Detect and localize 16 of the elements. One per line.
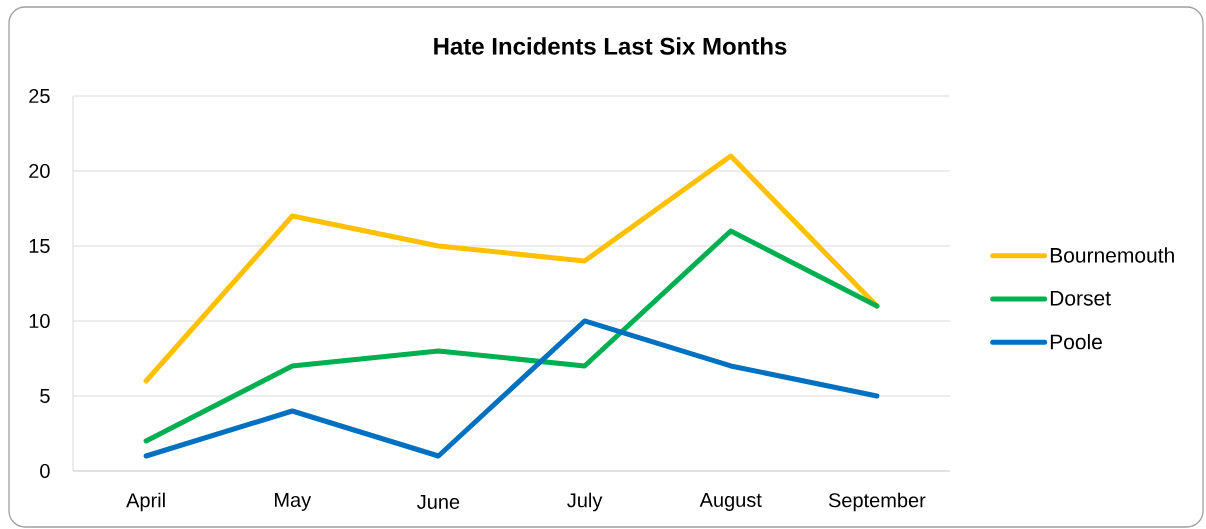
x-tick-label: May — [275, 493, 312, 511]
legend-label: Poole — [1050, 333, 1102, 350]
y-tick-label: 10 — [29, 313, 50, 329]
y-tick-label: 20 — [29, 163, 50, 179]
x-tick-label: August — [699, 493, 762, 511]
x-tick-label: April — [126, 492, 165, 512]
y-tick-label: 5 — [40, 389, 50, 403]
y-tick-label: 0 — [40, 463, 50, 479]
x-tick-label: July — [567, 492, 603, 512]
legend-label: Bournemouth — [1050, 247, 1174, 263]
chart-title: Hate Incidents Last Six Months — [434, 37, 787, 55]
x-tick-label: June — [417, 495, 460, 509]
x-tick-label: September — [828, 492, 926, 512]
legend-label: Dorset — [1050, 291, 1111, 306]
y-tick-label: 25 — [29, 88, 50, 104]
y-tick-label: 15 — [29, 239, 50, 253]
